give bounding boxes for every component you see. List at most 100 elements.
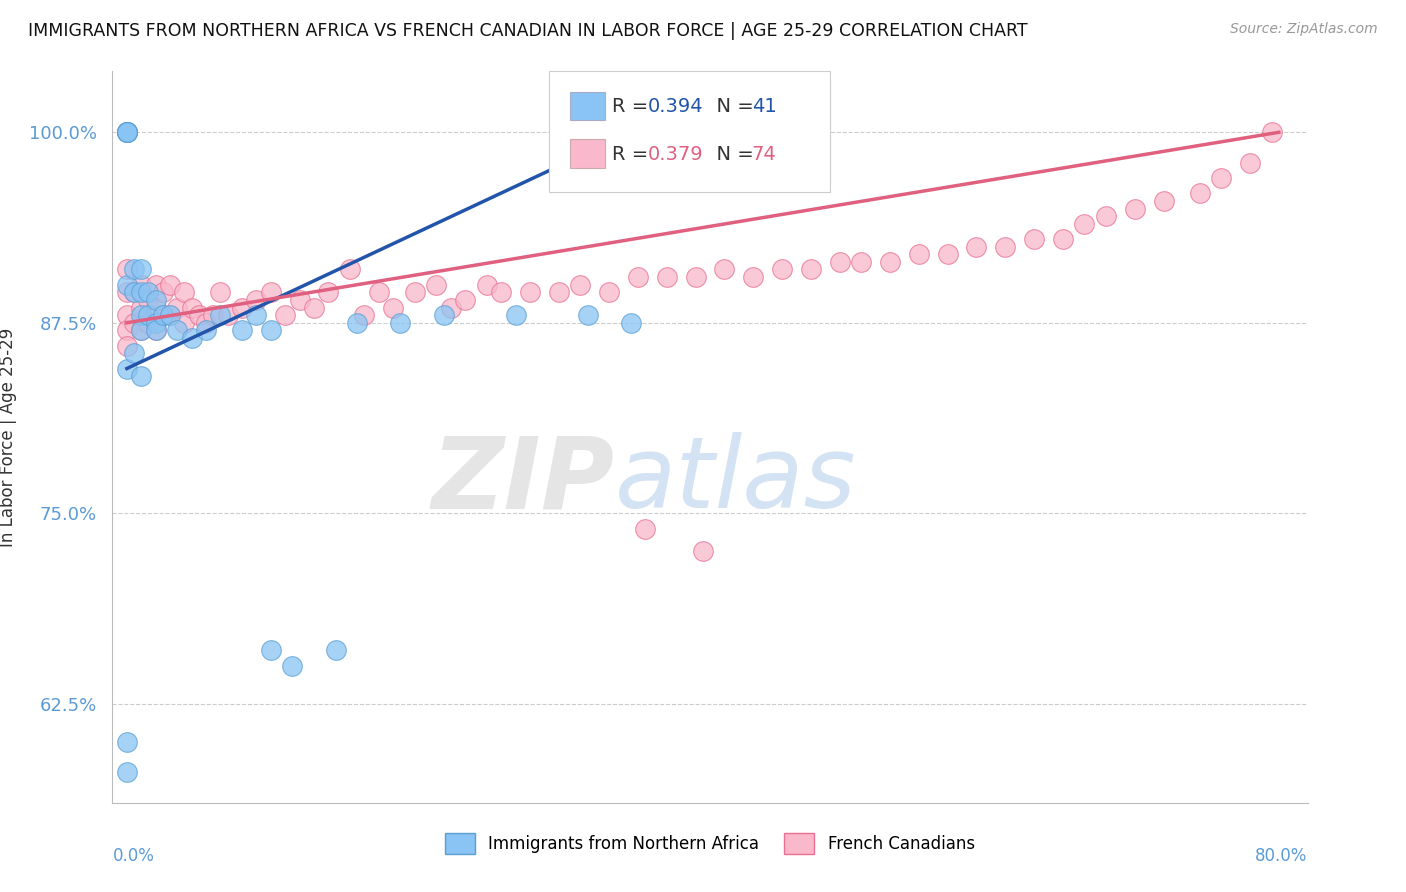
Point bbox=[115, 285, 138, 300]
Point bbox=[1095, 209, 1118, 223]
Point bbox=[1153, 194, 1175, 208]
Point bbox=[152, 285, 174, 300]
FancyBboxPatch shape bbox=[571, 92, 605, 120]
Point bbox=[505, 308, 527, 322]
Point bbox=[180, 301, 202, 315]
Point bbox=[1073, 217, 1095, 231]
Point bbox=[217, 308, 239, 322]
Point bbox=[138, 308, 160, 322]
Point bbox=[138, 285, 160, 300]
Point bbox=[152, 308, 174, 322]
Point bbox=[145, 323, 167, 337]
Point bbox=[742, 270, 765, 285]
Point bbox=[115, 735, 138, 749]
Point bbox=[389, 316, 412, 330]
Point bbox=[122, 262, 145, 277]
Point bbox=[425, 277, 447, 292]
Point bbox=[122, 346, 145, 360]
Point bbox=[180, 331, 202, 345]
Text: ZIP: ZIP bbox=[432, 433, 614, 530]
Point bbox=[1022, 232, 1045, 246]
Point bbox=[519, 285, 541, 300]
Point bbox=[173, 285, 195, 300]
Point bbox=[231, 323, 253, 337]
Point bbox=[454, 293, 477, 307]
Point bbox=[879, 255, 901, 269]
Point bbox=[260, 323, 283, 337]
Point bbox=[1260, 125, 1282, 139]
Point bbox=[129, 323, 152, 337]
Text: R =: R = bbox=[612, 97, 655, 116]
Point bbox=[115, 125, 138, 139]
Point bbox=[339, 262, 361, 277]
Point bbox=[129, 285, 152, 300]
Point bbox=[159, 277, 181, 292]
Point bbox=[173, 316, 195, 330]
Point bbox=[440, 301, 463, 315]
Point bbox=[159, 308, 181, 322]
Point bbox=[231, 301, 253, 315]
Point bbox=[325, 643, 347, 657]
Point bbox=[965, 239, 987, 253]
Point bbox=[122, 285, 145, 300]
Point bbox=[634, 522, 657, 536]
Point bbox=[115, 277, 138, 292]
Point bbox=[115, 361, 138, 376]
Point bbox=[115, 125, 138, 139]
Point bbox=[1188, 186, 1211, 201]
Point bbox=[655, 270, 678, 285]
Point bbox=[145, 316, 167, 330]
Point bbox=[851, 255, 873, 269]
Point bbox=[129, 308, 152, 322]
Point bbox=[713, 262, 735, 277]
Point bbox=[569, 277, 592, 292]
Point bbox=[145, 277, 167, 292]
Text: atlas: atlas bbox=[614, 433, 856, 530]
Point bbox=[122, 316, 145, 330]
Legend: Immigrants from Northern Africa, French Canadians: Immigrants from Northern Africa, French … bbox=[439, 827, 981, 860]
Point bbox=[159, 308, 181, 322]
Point bbox=[828, 255, 851, 269]
Point bbox=[166, 323, 188, 337]
Point bbox=[598, 285, 620, 300]
Point bbox=[692, 544, 714, 558]
Point bbox=[129, 277, 152, 292]
Point bbox=[166, 301, 188, 315]
Point bbox=[433, 308, 456, 322]
Point bbox=[115, 125, 138, 139]
Point bbox=[115, 125, 138, 139]
Point bbox=[202, 308, 225, 322]
Point bbox=[353, 308, 375, 322]
Point bbox=[187, 308, 209, 322]
Point bbox=[209, 285, 232, 300]
Point bbox=[129, 301, 152, 315]
Point bbox=[209, 308, 232, 322]
Text: 74: 74 bbox=[752, 145, 776, 163]
Text: IMMIGRANTS FROM NORTHERN AFRICA VS FRENCH CANADIAN IN LABOR FORCE | AGE 25-29 CO: IMMIGRANTS FROM NORTHERN AFRICA VS FRENC… bbox=[28, 22, 1028, 40]
Point bbox=[129, 323, 152, 337]
Point bbox=[260, 285, 283, 300]
Point bbox=[627, 270, 650, 285]
Point bbox=[274, 308, 297, 322]
Point bbox=[800, 262, 823, 277]
Point bbox=[1052, 232, 1074, 246]
FancyBboxPatch shape bbox=[571, 139, 605, 168]
Text: N =: N = bbox=[704, 145, 761, 163]
Point bbox=[382, 301, 405, 315]
Text: 80.0%: 80.0% bbox=[1256, 847, 1308, 864]
Point bbox=[475, 277, 498, 292]
Point bbox=[288, 293, 311, 307]
Point bbox=[404, 285, 426, 300]
Text: 41: 41 bbox=[752, 97, 776, 116]
Point bbox=[994, 239, 1017, 253]
Point bbox=[129, 262, 152, 277]
Text: 0.0%: 0.0% bbox=[112, 847, 155, 864]
Point bbox=[936, 247, 959, 261]
Text: N =: N = bbox=[704, 97, 761, 116]
Point bbox=[129, 369, 152, 384]
Point bbox=[115, 308, 138, 322]
Point bbox=[115, 262, 138, 277]
Point bbox=[115, 323, 138, 337]
Point bbox=[245, 308, 267, 322]
Point bbox=[491, 285, 513, 300]
